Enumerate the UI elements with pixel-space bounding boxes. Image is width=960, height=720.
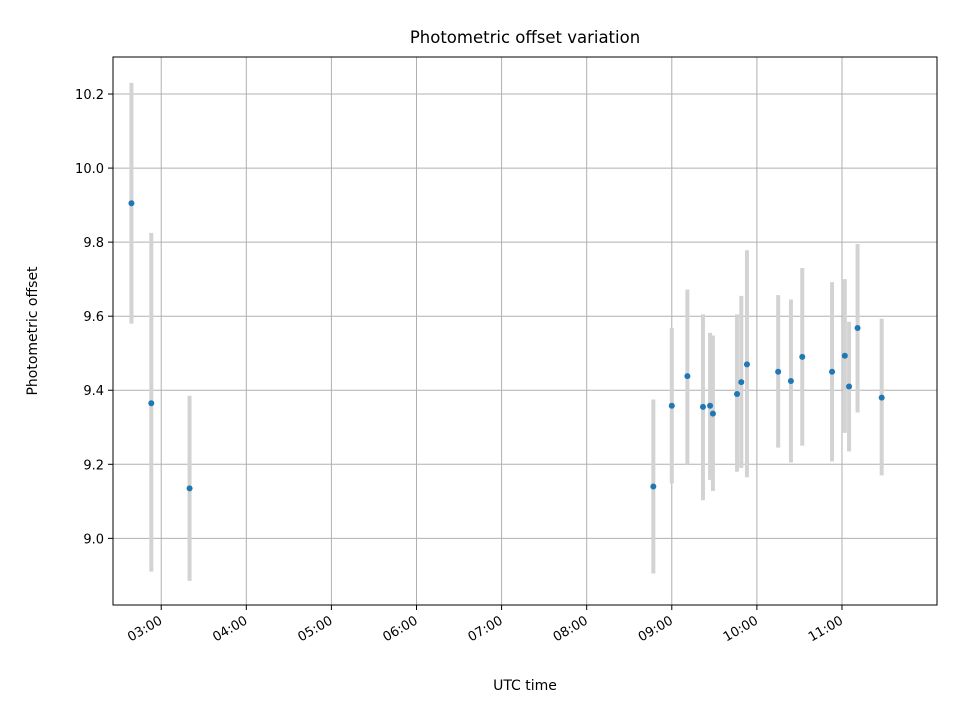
data-point [668, 402, 675, 409]
y-tick-label: 9.4 [83, 384, 104, 399]
data-point [186, 485, 193, 492]
data-point [846, 383, 853, 390]
data-point [148, 400, 155, 407]
data-point [738, 379, 745, 386]
y-tick-label: 9.8 [83, 236, 104, 251]
data-point [699, 403, 706, 410]
data-point [799, 353, 806, 360]
data-points [128, 200, 885, 492]
data-point [743, 361, 750, 368]
grid-lines [113, 57, 937, 605]
data-point [841, 352, 848, 359]
y-axis-ticks: 9.0 9.2 9.4 9.6 9.8 10.0 10.2 [75, 88, 113, 547]
data-point [707, 402, 714, 409]
data-point [734, 390, 741, 397]
data-point [650, 483, 657, 490]
data-point [787, 377, 794, 384]
data-point [775, 368, 782, 375]
data-point [684, 373, 691, 380]
y-axis-label: Photometric offset [25, 266, 41, 396]
data-point [829, 368, 836, 375]
y-tick-label: 9.2 [83, 458, 104, 473]
plot-area-frame [112, 56, 938, 606]
y-tick-label: 10.2 [75, 88, 104, 103]
data-point [878, 394, 885, 401]
y-tick-label: 10.0 [75, 162, 104, 177]
chart-title: Photometric offset variation [410, 28, 640, 47]
x-axis-label: UTC time [493, 678, 557, 694]
y-tick-label: 9.6 [83, 310, 104, 325]
data-point [854, 325, 861, 332]
data-point [128, 200, 135, 207]
data-point [709, 410, 716, 417]
y-tick-label: 9.0 [83, 532, 104, 547]
